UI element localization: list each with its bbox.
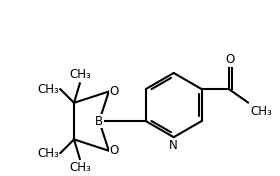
Text: O: O [110,85,119,98]
Text: CH₃: CH₃ [38,147,59,160]
Text: CH₃: CH₃ [69,161,91,174]
Text: O: O [110,144,119,157]
Text: CH₃: CH₃ [38,83,59,96]
Text: B: B [95,115,103,128]
Text: O: O [226,53,235,66]
Text: CH₃: CH₃ [69,68,91,81]
Text: CH₃: CH₃ [250,105,272,118]
Text: N: N [169,139,178,152]
